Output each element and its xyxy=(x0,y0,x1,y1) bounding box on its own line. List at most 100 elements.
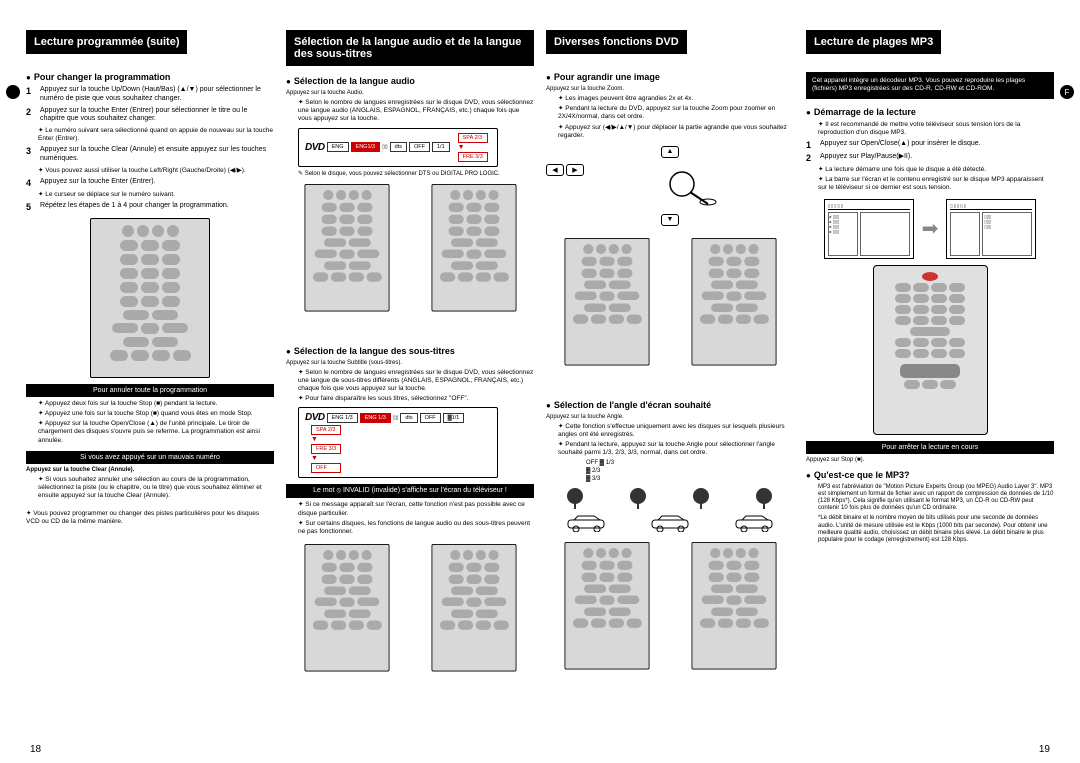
chip-dts: dts xyxy=(390,142,407,152)
mp3-screen-right: ▯ ▯ ▯ ▯ ▯ ▯▯▯▯▯▯▯▯▯ xyxy=(946,199,1036,259)
down-icon: ▼ xyxy=(661,214,679,226)
remote-illustration xyxy=(564,542,649,670)
chip-off2: OFF xyxy=(420,413,441,423)
subheader-angle: Sélection de l'angle d'écran souhaité xyxy=(546,400,794,410)
chip-one2: ▓1/1 xyxy=(443,413,465,423)
subheader-zoom: Pour agrandir une image xyxy=(546,72,794,82)
lang-display-audio: DVD ENG ENG1/3 ▯▯ dts OFF 1/1 SPA 2/3 ▼ … xyxy=(298,128,498,167)
column-4: Lecture de plages MP3 Cet appareil intèg… xyxy=(800,30,1060,700)
remote-illustration xyxy=(691,238,776,366)
chip-off: OFF xyxy=(409,142,430,152)
chip-spa: SPA 2/3 xyxy=(458,133,488,143)
side-marker-right: F xyxy=(1060,85,1074,99)
left-icon: ◀ xyxy=(546,164,564,176)
right-icon: ▶ xyxy=(566,164,584,176)
section-title-2: Sélection de la langue audio et de la la… xyxy=(286,30,534,66)
tree-icon xyxy=(626,486,651,510)
chip-fre2: FRE 3/3 xyxy=(311,444,341,454)
subtitle-instruction: Appuyez sur la touche Subtitle (sous-tit… xyxy=(286,360,534,367)
step-num: 2 xyxy=(806,153,816,163)
page-number-right: 19 xyxy=(1039,744,1050,755)
foot-note: ✎ Selon le disque, vous pouvez sélection… xyxy=(298,171,534,178)
note: Le numéro suivant sera sélectionné quand… xyxy=(38,127,274,143)
note: Sur certains disques, les fonctions de l… xyxy=(298,520,534,536)
note: Pour faire disparaître les sous titres, … xyxy=(298,395,534,403)
step-text: Appuyez sur Open/Close(▲) pour insérer l… xyxy=(820,140,1054,149)
car-icon xyxy=(564,514,609,532)
note: La lecture démarre une fois que le disqu… xyxy=(818,166,1054,174)
step-text: Appuyez sur la touche Clear (Annule) et … xyxy=(40,146,274,164)
section-title-3: Diverses fonctions DVD xyxy=(546,30,687,54)
chip-off3: OFF xyxy=(311,463,341,473)
angle-label: ▓ 3/3 xyxy=(586,476,794,482)
step-num: 5 xyxy=(26,202,36,212)
note: Les images peuvent être agrandies 2x et … xyxy=(558,95,794,103)
note: Appuyez deux fois sur la touche Stop (■)… xyxy=(38,400,274,408)
dolby-icon: ▯▯ xyxy=(393,415,399,421)
step-text: Appuyez sur la touche Enter (Entrer) pou… xyxy=(40,107,274,125)
foot-text: Selon le disque, vous pouvez sélectionne… xyxy=(305,171,500,177)
stop-instruction: Appuyez sur Stop (■). xyxy=(806,457,1054,464)
chip-eng13c: ENG 1/3 xyxy=(360,413,391,423)
clear-instruction: Appuyez sur la touche Clear (Annule). xyxy=(26,467,274,474)
note: Appuyez une fois sur la touche Stop (■) … xyxy=(38,410,274,418)
subheader-what-is-mp3: Qu'est-ce que le MP3? xyxy=(806,470,1054,480)
subheader-mp3-start: Démarrage de la lecture xyxy=(806,107,1054,117)
note: La barre sur l'écran et le contenu enreg… xyxy=(818,176,1054,192)
chip-eng13: ENG1/3 xyxy=(351,142,381,152)
magnifier-icon xyxy=(660,166,720,206)
note: Le curseur se déplace sur le numéro suiv… xyxy=(38,191,274,199)
remote-illustration xyxy=(691,542,776,670)
remote-illustration xyxy=(304,184,389,312)
step-text: Répétez les étapes de 1 à 4 pour changer… xyxy=(40,202,274,211)
note: Selon le nombre de langues enregistrées … xyxy=(298,99,534,123)
dvd-logo-icon: DVD xyxy=(305,142,325,153)
note: Vous pouvez programmer ou changer des pi… xyxy=(26,510,274,526)
angle-label: ▓ 2/3 xyxy=(586,468,794,474)
angle-label: OFF ▓ 1/3 xyxy=(586,460,794,466)
tree-illustration-row xyxy=(546,486,794,510)
remote-illustration xyxy=(431,544,516,672)
step-num: 1 xyxy=(806,140,816,150)
step-text: Appuyez sur la touche Enter (Entrer). xyxy=(40,178,274,187)
column-3: Diverses fonctions DVD Pour agrandir une… xyxy=(540,30,800,700)
section-title-1: Lecture programmée (suite) xyxy=(26,30,187,54)
remote-illustration xyxy=(304,544,389,672)
info-bar-wrong-number: Si vous avez appuyé sur un mauvais numér… xyxy=(26,451,274,464)
audio-instruction: Appuyez sur la touche Audio. xyxy=(286,90,534,97)
note: Appuyez sur (◀/▶/▲/▼) pour déplacer la p… xyxy=(558,124,794,140)
step-text: Appuyez sur la touche Up/Down (Haut/Bas)… xyxy=(40,86,274,104)
tall-remote-illustration xyxy=(873,265,988,435)
chip-eng13b: ENG 1/3 xyxy=(327,413,358,423)
note: Vous pouvez aussi utiliser la touche Lef… xyxy=(38,167,274,175)
page-number-left: 18 xyxy=(30,744,41,755)
tree-icon xyxy=(752,486,777,510)
mp3-body: MP3 est l'abréviation de "Motion Picture… xyxy=(818,484,1054,513)
chip-one: 1/1 xyxy=(432,142,450,152)
chip-dts2: dts xyxy=(400,413,417,423)
note: Pendant la lecture, appuyez sur la touch… xyxy=(558,441,794,457)
car-icon xyxy=(732,514,777,532)
dolby-icon: ▯▯ xyxy=(382,144,388,150)
note: Appuyez sur la touche Open/Close (▲) de … xyxy=(38,420,274,444)
remote-illustration xyxy=(431,184,516,312)
side-marker-left xyxy=(6,85,20,99)
info-bar-invalid: Le mot ⦸ INVALID (invalide) s'affiche su… xyxy=(286,484,534,498)
mp3-foot: *Le débit binaire et le nombre moyen de … xyxy=(818,515,1054,544)
subheader-change-prog: Pour changer la programmation xyxy=(26,72,274,82)
car-illustration-row xyxy=(546,514,794,532)
remote-illustration xyxy=(90,218,210,378)
angle-instruction: Appuyez sur la touche Angle. xyxy=(546,414,794,421)
note: Il est recommandé de mettre votre télévi… xyxy=(818,121,1054,137)
step-num: 4 xyxy=(26,178,36,188)
info-bar-cancel-all: Pour annuler toute la programmation xyxy=(26,384,274,397)
nav-buttons: ▲ xyxy=(546,146,794,158)
subheader-subtitle-lang: Sélection de la langue des sous-titres xyxy=(286,346,534,356)
note: Si ce message apparaît sur l'écran, cett… xyxy=(298,501,534,517)
lang-display-subtitle: DVD ENG 1/3 ENG 1/3 ▯▯ dts OFF ▓1/1 SPA … xyxy=(298,407,498,478)
note: Selon le nombre de langues enregistrées … xyxy=(298,369,534,393)
column-1: Lecture programmée (suite) Pour changer … xyxy=(20,30,280,700)
chip-eng: ENG xyxy=(327,142,349,152)
step-num: 2 xyxy=(26,107,36,117)
dvd-logo-icon: DVD xyxy=(305,412,325,423)
